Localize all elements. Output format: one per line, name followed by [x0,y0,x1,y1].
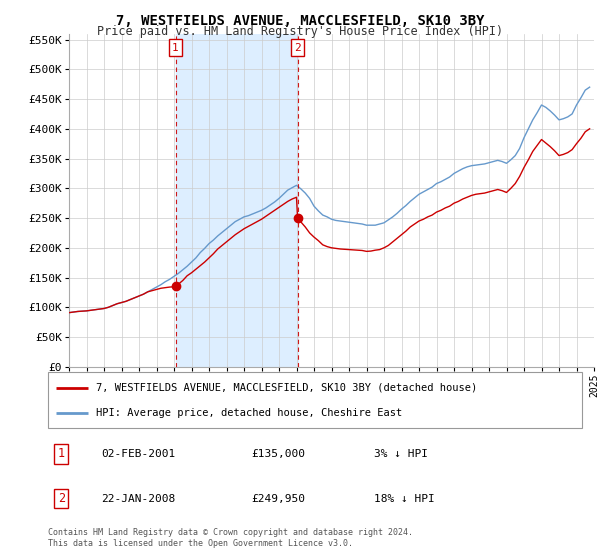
Text: 1: 1 [172,43,179,53]
Text: £135,000: £135,000 [251,449,305,459]
Text: £249,950: £249,950 [251,493,305,503]
Text: HPI: Average price, detached house, Cheshire East: HPI: Average price, detached house, Ches… [96,408,403,418]
FancyBboxPatch shape [48,372,582,428]
Text: 7, WESTFIELDS AVENUE, MACCLESFIELD, SK10 3BY (detached house): 7, WESTFIELDS AVENUE, MACCLESFIELD, SK10… [96,382,478,393]
Text: 2: 2 [294,43,301,53]
Text: 1: 1 [58,447,65,460]
Text: 22-JAN-2008: 22-JAN-2008 [101,493,176,503]
Text: This data is licensed under the Open Government Licence v3.0.: This data is licensed under the Open Gov… [48,539,353,548]
Text: 2: 2 [58,492,65,505]
Text: 7, WESTFIELDS AVENUE, MACCLESFIELD, SK10 3BY: 7, WESTFIELDS AVENUE, MACCLESFIELD, SK10… [116,14,484,28]
Bar [176,34,298,367]
Text: 3% ↓ HPI: 3% ↓ HPI [374,449,428,459]
Text: Price paid vs. HM Land Registry's House Price Index (HPI): Price paid vs. HM Land Registry's House … [97,25,503,38]
Text: 02-FEB-2001: 02-FEB-2001 [101,449,176,459]
Text: 18% ↓ HPI: 18% ↓ HPI [374,493,434,503]
Text: Contains HM Land Registry data © Crown copyright and database right 2024.: Contains HM Land Registry data © Crown c… [48,528,413,537]
